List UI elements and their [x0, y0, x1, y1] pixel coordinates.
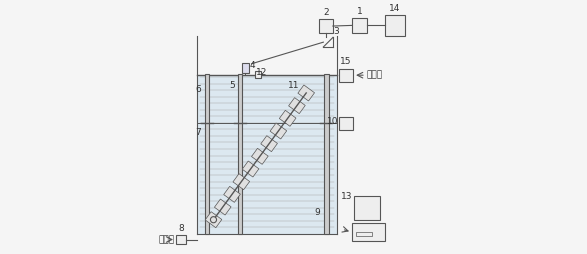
Text: 2: 2	[323, 8, 329, 17]
Polygon shape	[224, 186, 240, 202]
Text: 7: 7	[195, 128, 201, 137]
Bar	[197, 75, 337, 234]
Text: 工作液: 工作液	[158, 235, 174, 244]
Polygon shape	[242, 161, 259, 177]
Text: 12: 12	[256, 68, 268, 77]
Text: 4: 4	[250, 60, 256, 70]
Text: 8: 8	[179, 224, 185, 233]
Text: 1: 1	[357, 7, 362, 16]
Polygon shape	[279, 110, 296, 126]
Bar	[355, 196, 380, 220]
Text: 3: 3	[333, 27, 339, 36]
Text: 14: 14	[389, 4, 401, 13]
Bar	[242, 63, 248, 73]
Polygon shape	[251, 148, 268, 164]
Text: 5: 5	[230, 81, 235, 90]
Bar	[205, 74, 209, 234]
Polygon shape	[289, 98, 305, 114]
Bar	[324, 74, 329, 234]
Circle shape	[211, 217, 217, 223]
Bar	[255, 71, 261, 78]
Bar	[176, 235, 185, 244]
Polygon shape	[261, 136, 278, 152]
Bar	[352, 223, 385, 241]
Polygon shape	[214, 199, 231, 215]
Polygon shape	[298, 85, 315, 101]
Text: 6: 6	[195, 85, 201, 94]
Text: 9: 9	[315, 208, 321, 217]
Text: 工作液: 工作液	[366, 71, 382, 80]
Bar	[356, 232, 372, 236]
Text: 10: 10	[328, 117, 339, 126]
Text: 13: 13	[341, 192, 353, 201]
Polygon shape	[205, 212, 222, 228]
Text: 15: 15	[340, 57, 352, 66]
Bar	[319, 19, 333, 33]
Bar	[339, 117, 353, 130]
Polygon shape	[233, 174, 249, 190]
Bar	[352, 18, 367, 33]
Polygon shape	[270, 123, 286, 139]
Bar	[385, 15, 405, 36]
Bar	[238, 74, 242, 234]
Bar	[339, 69, 353, 82]
Text: 11: 11	[288, 81, 299, 90]
